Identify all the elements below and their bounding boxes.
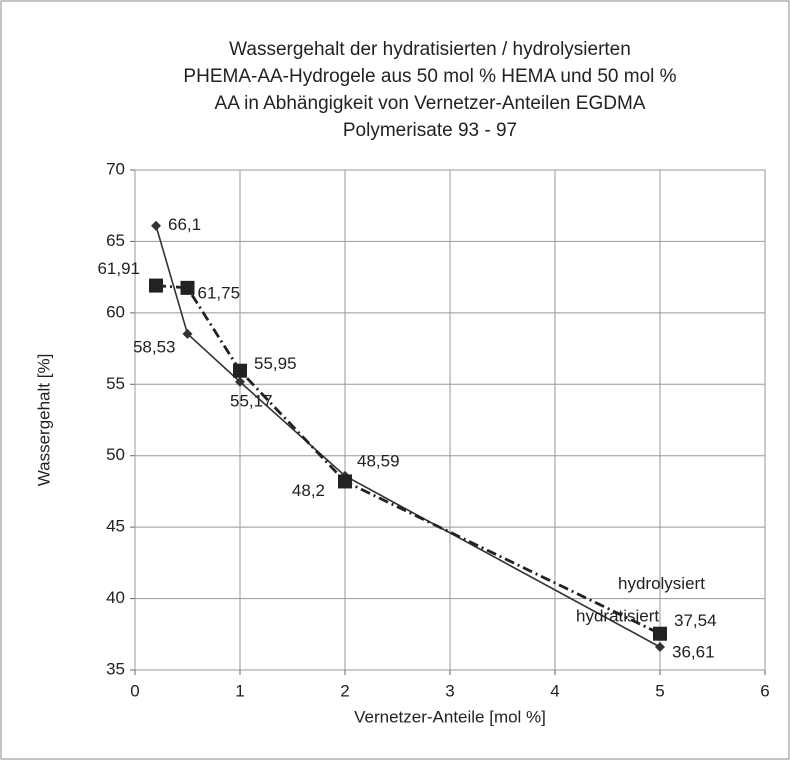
y-tick-label: 45 (106, 517, 125, 536)
y-tick-label: 50 (106, 445, 125, 464)
x-tick-label: 6 (760, 681, 769, 700)
y-tick-label: 65 (106, 231, 125, 250)
x-tick-label: 1 (235, 681, 244, 700)
y-tick-label: 55 (106, 374, 125, 393)
data-label: 48,2 (292, 481, 325, 500)
marker (182, 328, 193, 339)
data-label: 36,61 (672, 642, 715, 661)
y-tick-label: 70 (106, 159, 125, 178)
marker (180, 280, 195, 295)
marker (653, 626, 667, 641)
marker (655, 642, 665, 652)
y-tick-label: 35 (106, 659, 125, 678)
data-label: 37,54 (674, 611, 717, 630)
x-tick-label: 3 (445, 681, 454, 700)
data-label: 55,17 (230, 391, 273, 410)
chart-title: Polymerisate 93 - 97 (343, 120, 517, 141)
marker (151, 220, 161, 231)
data-label: 48,59 (357, 451, 400, 470)
x-tick-label: 5 (655, 681, 664, 700)
chart-title: PHEMA-AA-Hydrogele aus 50 mol % HEMA und… (183, 66, 676, 87)
marker (338, 474, 352, 489)
series-label: hydratisiert (576, 607, 659, 626)
y-tick-label: 40 (106, 588, 125, 607)
marker (233, 363, 247, 378)
x-tick-label: 0 (130, 681, 139, 700)
y-tick-label: 60 (106, 302, 125, 321)
data-label: 61,91 (97, 259, 140, 278)
data-label: 66,1 (168, 215, 201, 234)
data-label: 55,95 (254, 354, 297, 373)
data-label: 58,53 (133, 337, 176, 356)
x-axis-label: Vernetzer-Anteile [mol %] (354, 707, 546, 726)
marker (235, 376, 245, 387)
marker (149, 278, 163, 293)
y-axis-label: Wassergehalt [%] (34, 354, 53, 487)
chart-title: Wassergehalt der hydratisierten / hydrol… (229, 39, 631, 60)
x-tick-label: 4 (550, 681, 559, 700)
data-label: 61,75 (198, 283, 241, 302)
series-label: hydrolysiert (618, 574, 705, 593)
chart-title: AA in Abhängigkeit von Vernetzer-Anteile… (215, 93, 646, 114)
x-tick-label: 2 (340, 681, 349, 700)
